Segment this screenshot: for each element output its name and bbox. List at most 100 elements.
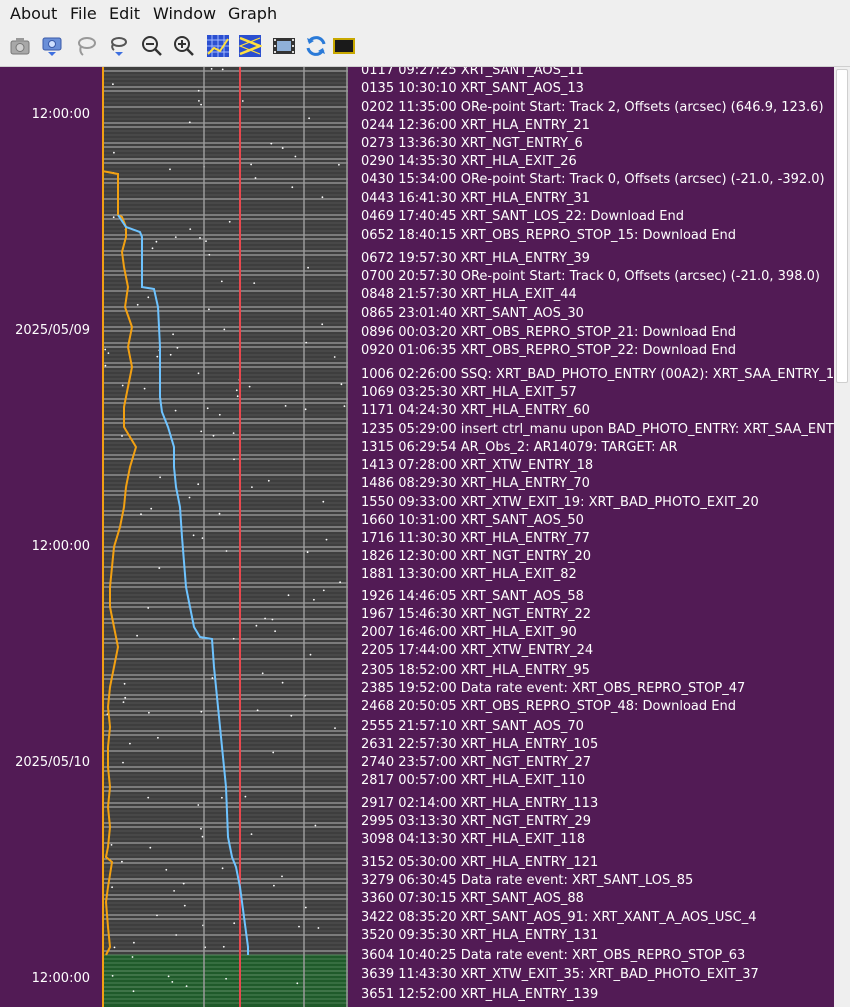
event-item[interactable]: 1486 08:29:30 XRT_HLA_ENTRY_70 bbox=[361, 476, 590, 491]
event-item[interactable]: 3422 08:35:20 XRT_SANT_AOS_91: XRT_XANT_… bbox=[361, 910, 757, 925]
event-item[interactable]: 1716 11:30:30 XRT_HLA_ENTRY_77 bbox=[361, 531, 590, 546]
menu-about[interactable]: About bbox=[10, 4, 58, 23]
event-item[interactable]: 0469 17:40:45 XRT_SANT_LOS_22: Download … bbox=[361, 209, 684, 224]
event-item[interactable]: 0430 15:34:00 ORe-point Start: Track 0, … bbox=[361, 172, 825, 187]
event-item[interactable]: 1967 15:46:30 XRT_NGT_ENTRY_22 bbox=[361, 607, 592, 622]
event-item[interactable]: 3639 11:43:30 XRT_XTW_EXIT_35: XRT_BAD_P… bbox=[361, 967, 759, 982]
event-item[interactable]: 0273 13:36:30 XRT_NGT_ENTRY_6 bbox=[361, 136, 583, 151]
event-dot bbox=[304, 408, 307, 411]
event-item[interactable]: 1171 04:24:30 XRT_HLA_ENTRY_60 bbox=[361, 403, 590, 418]
event-dot bbox=[192, 534, 195, 537]
timeline-view[interactable]: 12:00:00 2025/05/09 12:00:00 2025/05/10 … bbox=[0, 67, 850, 1007]
event-item[interactable]: 3520 09:35:30 XRT_HLA_ENTRY_131 bbox=[361, 928, 599, 943]
scrollbar-thumb[interactable] bbox=[836, 69, 848, 383]
event-item[interactable]: 0135 10:30:10 XRT_SANT_AOS_13 bbox=[361, 81, 584, 96]
event-dot bbox=[197, 372, 200, 375]
event-dot bbox=[233, 458, 235, 461]
event-item[interactable]: 1413 07:28:00 XRT_XTW_ENTRY_18 bbox=[361, 458, 594, 473]
refresh-button[interactable] bbox=[302, 32, 330, 60]
event-item[interactable]: 0202 11:35:00 ORe-point Start: Track 2, … bbox=[361, 100, 824, 115]
event-dot bbox=[221, 867, 224, 870]
grid-zigzag-button[interactable] bbox=[236, 32, 264, 60]
event-item[interactable]: 0652 18:40:15 XRT_OBS_REPRO_STOP_15: Dow… bbox=[361, 228, 736, 243]
zoom-in-button[interactable] bbox=[170, 32, 198, 60]
event-item[interactable]: 1660 10:31:00 XRT_SANT_AOS_50 bbox=[361, 513, 584, 528]
event-dot bbox=[221, 796, 223, 799]
event-dot bbox=[172, 333, 174, 336]
menu-window[interactable]: Window bbox=[153, 4, 217, 23]
event-dot bbox=[197, 89, 200, 92]
event-dot bbox=[307, 266, 309, 269]
event-dot bbox=[244, 795, 247, 798]
event-dot bbox=[185, 985, 188, 987]
event-item[interactable]: 3651 12:52:00 XRT_HLA_ENTRY_139 bbox=[361, 987, 599, 1002]
event-item[interactable]: 2385 19:52:00 Data rate event: XRT_OBS_R… bbox=[361, 681, 746, 696]
event-item[interactable]: 2817 00:57:00 XRT_HLA_EXIT_110 bbox=[361, 773, 586, 788]
timeline-plot[interactable] bbox=[102, 67, 348, 1007]
event-item[interactable]: 0443 16:41:30 XRT_HLA_ENTRY_31 bbox=[361, 191, 590, 206]
event-dot bbox=[107, 352, 110, 354]
event-dot bbox=[122, 761, 124, 764]
event-item[interactable]: 0896 00:03:20 XRT_OBS_REPRO_STOP_21: Dow… bbox=[361, 325, 736, 340]
event-item[interactable]: 1826 12:30:00 XRT_NGT_ENTRY_20 bbox=[361, 549, 592, 564]
camera-down-button[interactable] bbox=[38, 32, 66, 60]
event-dot bbox=[169, 168, 171, 171]
event-dot bbox=[309, 653, 312, 656]
event-item[interactable]: 2631 22:57:30 XRT_HLA_ENTRY_105 bbox=[361, 737, 599, 752]
event-item[interactable]: 1006 02:26:00 SSQ: XRT_BAD_PHOTO_ENTRY (… bbox=[361, 367, 843, 382]
event-dot bbox=[129, 742, 131, 745]
event-item[interactable]: 0848 21:57:30 XRT_HLA_EXIT_44 bbox=[361, 287, 577, 302]
event-item[interactable]: 2007 16:46:00 XRT_HLA_EXIT_90 bbox=[361, 625, 577, 640]
event-dot bbox=[104, 364, 107, 367]
event-item[interactable]: 2205 17:44:00 XRT_XTW_ENTRY_24 bbox=[361, 643, 594, 658]
event-item[interactable]: 0117 09:27:25 XRT_SANT_AOS_11 bbox=[361, 67, 584, 78]
event-dot bbox=[221, 68, 224, 71]
event-dot bbox=[261, 672, 264, 675]
event-dot bbox=[254, 177, 257, 179]
event-item[interactable]: 1550 09:33:00 XRT_XTW_EXIT_19: XRT_BAD_P… bbox=[361, 495, 759, 510]
event-item[interactable]: 2740 23:57:00 XRT_NGT_ENTRY_27 bbox=[361, 755, 592, 770]
event-item[interactable]: 2995 03:13:30 XRT_NGT_ENTRY_29 bbox=[361, 814, 592, 829]
event-item[interactable]: 1315 06:29:54 AR_Obs_2: AR14079: TARGET:… bbox=[361, 440, 678, 455]
event-item[interactable]: 2468 20:50:05 XRT_OBS_REPRO_STOP_48: Dow… bbox=[361, 699, 736, 714]
event-item[interactable]: 1069 03:25:30 XRT_HLA_EXIT_57 bbox=[361, 385, 577, 400]
lasso-button[interactable] bbox=[72, 32, 100, 60]
event-item[interactable]: 0244 12:36:00 XRT_HLA_ENTRY_21 bbox=[361, 118, 590, 133]
event-dot bbox=[325, 538, 328, 541]
event-item[interactable]: 0920 01:06:35 XRT_OBS_REPRO_STOP_22: Dow… bbox=[361, 343, 736, 358]
lasso-down-button[interactable] bbox=[104, 32, 132, 60]
event-item[interactable]: 3098 04:13:30 XRT_HLA_EXIT_118 bbox=[361, 832, 586, 847]
event-item[interactable]: 0865 23:01:40 XRT_SANT_AOS_30 bbox=[361, 306, 584, 321]
event-dot bbox=[197, 804, 200, 806]
event-item[interactable]: 3360 07:30:15 XRT_SANT_AOS_88 bbox=[361, 891, 584, 906]
event-dot bbox=[225, 550, 228, 552]
menu-edit[interactable]: Edit bbox=[109, 4, 140, 23]
event-dot bbox=[250, 833, 253, 835]
event-item[interactable]: 2555 21:57:10 XRT_SANT_AOS_70 bbox=[361, 719, 584, 734]
event-item[interactable]: 1881 13:30:00 XRT_HLA_EXIT_82 bbox=[361, 567, 577, 582]
zoom-out-button[interactable] bbox=[138, 32, 166, 60]
menu-graph[interactable]: Graph bbox=[228, 4, 278, 23]
event-item[interactable]: 1235 05:29:00 insert ctrl_manu upon BAD_… bbox=[361, 422, 850, 437]
event-item[interactable]: 3152 05:30:00 XRT_HLA_ENTRY_121 bbox=[361, 855, 599, 870]
lasso-icon bbox=[78, 37, 96, 56]
event-item[interactable]: 0672 19:57:30 XRT_HLA_ENTRY_39 bbox=[361, 251, 590, 266]
event-item[interactable]: 3279 06:30:45 Data rate event: XRT_SANT_… bbox=[361, 873, 694, 888]
camera-button[interactable] bbox=[6, 32, 34, 60]
event-item[interactable]: 0290 14:35:30 XRT_HLA_EXIT_26 bbox=[361, 154, 577, 169]
film-strip-button[interactable] bbox=[270, 32, 298, 60]
event-dot bbox=[334, 727, 336, 729]
plot-left-edge bbox=[102, 67, 104, 1007]
event-dot bbox=[136, 303, 139, 306]
event-item[interactable]: 2917 02:14:00 XRT_HLA_ENTRY_113 bbox=[361, 796, 599, 811]
event-item[interactable]: 1926 14:46:05 XRT_SANT_AOS_58 bbox=[361, 589, 584, 604]
event-item[interactable]: 0700 20:57:30 ORe-point Start: Track 0, … bbox=[361, 269, 820, 284]
grid-blue-button[interactable] bbox=[204, 32, 232, 60]
time-axis-label: 2025/05/09 bbox=[15, 323, 90, 338]
menu-file[interactable]: File bbox=[70, 4, 97, 23]
event-item[interactable]: 2305 18:52:00 XRT_HLA_ENTRY_95 bbox=[361, 663, 590, 678]
event-item[interactable]: 3604 10:40:25 Data rate event: XRT_OBS_R… bbox=[361, 948, 746, 963]
dark-panel-button[interactable] bbox=[330, 32, 358, 60]
event-dot bbox=[322, 500, 325, 503]
vertical-scrollbar[interactable] bbox=[834, 67, 850, 1007]
